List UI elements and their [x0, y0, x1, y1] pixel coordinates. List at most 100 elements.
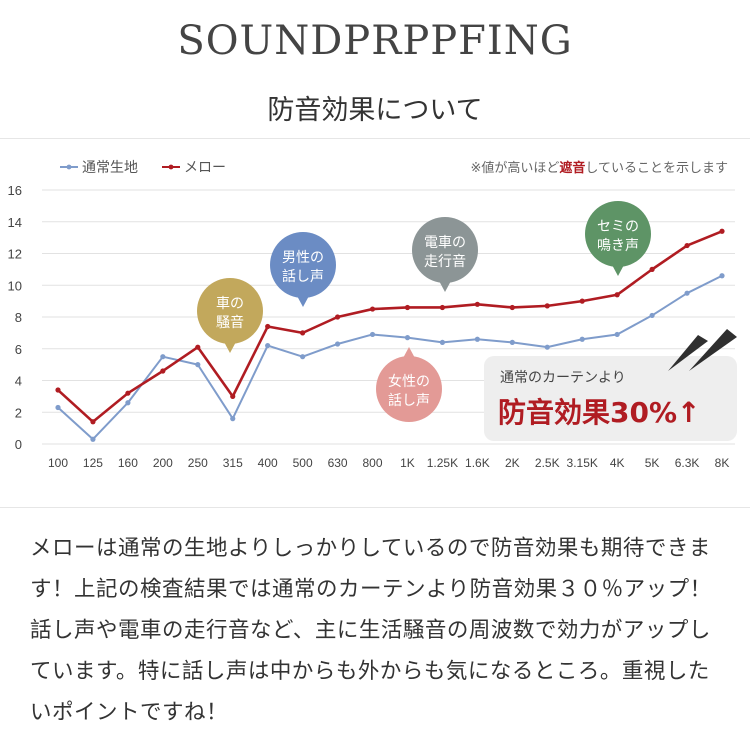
data-point — [160, 354, 166, 360]
data-point — [230, 393, 236, 399]
x-tick-label: 8K — [715, 456, 730, 470]
data-point — [404, 304, 411, 311]
legend: 通常生地 メロー — [60, 160, 226, 176]
x-tick-label: 250 — [188, 456, 208, 470]
x-tick-label: 6.3K — [675, 456, 700, 470]
callout-small-text: 通常のカーテンより — [500, 370, 626, 386]
x-tick-label: 200 — [153, 456, 173, 470]
data-point — [719, 228, 725, 234]
emphasis-spike — [689, 329, 737, 371]
y-tick-label: 16 — [8, 183, 22, 198]
data-point — [614, 331, 620, 338]
data-point — [474, 301, 480, 307]
data-point — [474, 336, 480, 342]
data-point — [579, 298, 585, 304]
data-point — [404, 335, 411, 341]
x-tick-label: 400 — [258, 456, 278, 470]
data-point — [300, 354, 306, 360]
bubble-circle — [270, 232, 336, 298]
note-part: していることを示します — [585, 161, 728, 176]
data-point — [125, 400, 131, 406]
x-tick-label: 800 — [363, 456, 383, 470]
x-tick-label: 5K — [645, 456, 660, 470]
data-point — [509, 339, 515, 345]
x-tick-label: 315 — [223, 456, 243, 470]
note-text: ※値が高いほど遮音していることを示します — [470, 160, 728, 176]
x-tick-label: 630 — [328, 456, 348, 470]
x-tick-label: 2.5K — [535, 456, 560, 470]
data-point — [614, 292, 620, 298]
y-tick-label: 10 — [8, 278, 22, 293]
data-point — [684, 290, 690, 296]
series-line-2 — [57, 230, 723, 424]
y-tick-label: 4 — [15, 374, 22, 389]
y-tick-label: 8 — [15, 310, 22, 325]
data-point — [125, 390, 131, 396]
data-point — [439, 304, 446, 311]
data-point — [265, 342, 271, 349]
y-tick-label: 2 — [15, 405, 22, 420]
bubble-circle — [376, 356, 442, 422]
x-tick-label: 1.25K — [427, 456, 458, 470]
bubble-label: 女性の — [388, 373, 430, 390]
data-point — [300, 330, 306, 336]
improvement-callout: 通常のカーテンより防音効果30%↑ — [484, 329, 737, 441]
note-highlight: 遮音 — [559, 160, 585, 176]
chart-panel: 0 2 4 6 8 10 12 14 16 100 125 160 200 250 315 400 500 630… — [0, 138, 750, 508]
bubble-label: 話し声 — [282, 268, 324, 285]
bubble-label: 走行音 — [424, 253, 466, 270]
legend-label: 通常生地 — [82, 160, 138, 176]
data-point — [684, 242, 690, 249]
data-point — [230, 416, 236, 422]
data-point — [334, 314, 341, 320]
data-point — [544, 344, 550, 350]
bubble-label: 電車の — [424, 234, 466, 251]
callout-box — [484, 356, 737, 441]
x-tick-label: 100 — [48, 456, 68, 470]
data-point — [544, 303, 550, 309]
description-text: メローは通常の生地よりしっかりしているので防音効果も期待できます！上記の検査結果… — [30, 536, 712, 725]
data-point — [90, 436, 96, 442]
data-point — [265, 323, 271, 330]
bubble-label: 騒音 — [216, 314, 244, 331]
data-point — [649, 312, 655, 319]
frequency-line-chart: 0 2 4 6 8 10 12 14 16 100 125 160 200 250 315 400 500 630… — [8, 160, 737, 470]
data-point — [90, 419, 96, 425]
callout-big-text: 防音効果30%↑ — [498, 396, 700, 429]
legend-marker — [168, 164, 174, 170]
x-tick-label: 1.6K — [465, 456, 490, 470]
data-point — [649, 266, 655, 272]
x-tick-label: 125 — [83, 456, 103, 470]
x-tick-label: 2K — [505, 456, 520, 470]
data-point — [439, 339, 446, 345]
y-tick-label: 6 — [15, 342, 22, 357]
data-point — [195, 344, 201, 350]
bubble-label: 男性の — [282, 250, 324, 266]
legend-label: メロー — [184, 160, 226, 176]
axis-layer: 0 2 4 6 8 10 12 14 16 100 125 160 200 250 315 400 500 630… — [8, 183, 730, 470]
data-point — [55, 387, 61, 393]
data-point — [195, 362, 201, 368]
data-point — [55, 404, 61, 411]
brand-title: SOUNDPRPPFING — [177, 18, 573, 64]
series-layer — [55, 228, 725, 442]
data-point — [334, 341, 341, 347]
note-part: ※値が高いほど — [470, 160, 559, 176]
emphasis-spike — [668, 335, 708, 371]
page-subtitle: 防音効果について — [267, 95, 483, 126]
grid-layer — [42, 189, 735, 445]
bubble-label: 話し声 — [388, 392, 430, 409]
bubble-label: セミの — [597, 219, 639, 235]
bubble-label: 鳴き声 — [597, 238, 639, 254]
bubble-label: 車の — [216, 295, 244, 312]
x-tick-label: 3.15K — [567, 456, 598, 470]
bubble-circle — [585, 201, 651, 267]
x-tick-label: 160 — [118, 456, 138, 470]
data-point — [160, 368, 166, 374]
bubble-circle — [197, 278, 263, 344]
